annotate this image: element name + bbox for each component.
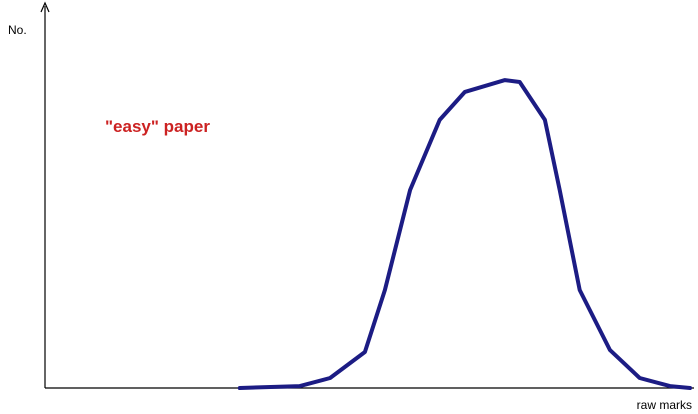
curve bbox=[237, 78, 692, 390]
y-axis-arrow bbox=[40, 1, 50, 13]
annotation: "easy" paper bbox=[105, 117, 210, 136]
y-axis-label: No. bbox=[8, 23, 27, 37]
x-axis-label: raw marks bbox=[637, 398, 692, 412]
